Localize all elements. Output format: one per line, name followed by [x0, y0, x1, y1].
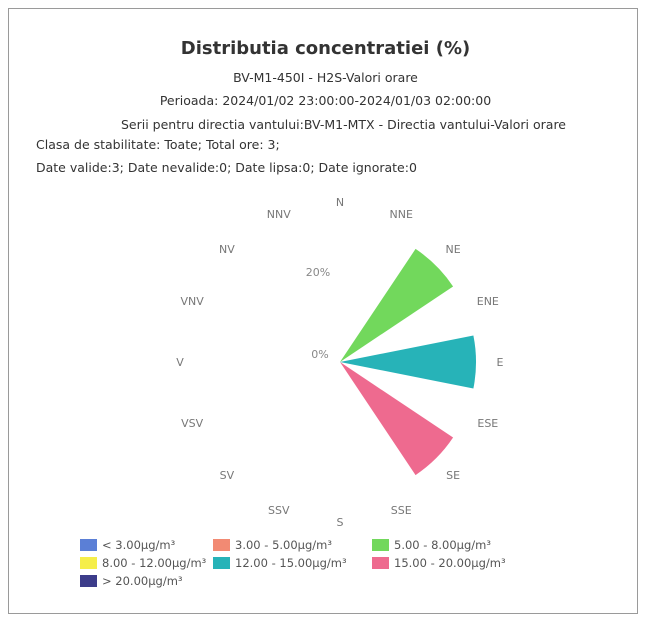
- direction-label-nne: NNE: [390, 208, 413, 221]
- legend-item: < 3.00µg/m³: [80, 538, 175, 552]
- chart-subtitle: BV-M1-450I - H2S-Valori orare: [233, 70, 418, 85]
- sector-ne: [340, 248, 454, 362]
- legend-label: 8.00 - 12.00µg/m³: [102, 556, 207, 570]
- legend-item: 5.00 - 8.00µg/m³: [372, 538, 491, 552]
- direction-label-ssv: SSV: [268, 504, 290, 517]
- direction-label-sv: SV: [220, 469, 235, 482]
- direction-label-ene: ENE: [477, 295, 499, 308]
- legend-swatch: [372, 557, 389, 569]
- legend-item: > 20.00µg/m³: [80, 574, 183, 588]
- legend-swatch: [80, 539, 97, 551]
- direction-label-ne: NE: [446, 243, 461, 256]
- legend-label: 3.00 - 5.00µg/m³: [235, 538, 332, 552]
- direction-label-nv: NV: [219, 243, 235, 256]
- legend-swatch: [80, 557, 97, 569]
- direction-label-e: E: [497, 356, 504, 369]
- legend-item: 8.00 - 12.00µg/m³: [80, 556, 206, 570]
- legend-item: 12.00 - 15.00µg/m³: [213, 556, 347, 570]
- legend-label: > 20.00µg/m³: [102, 574, 183, 588]
- ring-label-0: 0%: [311, 348, 328, 361]
- direction-label-se: SE: [446, 469, 460, 482]
- direction-label-sse: SSE: [391, 504, 412, 517]
- legend-item: 15.00 - 20.00µg/m³: [372, 556, 506, 570]
- period-line: Perioada: 2024/01/02 23:00:00-2024/01/03…: [159, 93, 492, 108]
- legend-label: 15.00 - 20.00µg/m³: [394, 556, 506, 570]
- direction-label-n: N: [336, 196, 344, 209]
- direction-label-nnv: NNV: [267, 208, 291, 221]
- legend-swatch: [372, 539, 389, 551]
- direction-label-ese: ESE: [477, 417, 498, 430]
- sector-e: [340, 335, 477, 389]
- legend-swatch: [80, 575, 97, 587]
- series-info-line: Serii pentru directia vantului:BV-M1-MTX…: [120, 117, 567, 132]
- legend-swatch: [213, 557, 230, 569]
- direction-label-v: V: [176, 356, 184, 369]
- legend-swatch: [213, 539, 230, 551]
- direction-label-vsv: VSV: [181, 417, 204, 430]
- direction-label-s: S: [337, 516, 344, 529]
- legend-label: < 3.00µg/m³: [102, 538, 176, 552]
- stability-line: Clasa de stabilitate: Toate; Total ore: …: [36, 137, 280, 152]
- legend-item: 3.00 - 5.00µg/m³: [213, 538, 332, 552]
- legend-label: 5.00 - 8.00µg/m³: [394, 538, 491, 552]
- legend-label: 12.00 - 15.00µg/m³: [235, 556, 347, 570]
- chart-frame: [8, 8, 638, 614]
- validity-line: Date valide:3; Date nevalide:0; Date lip…: [36, 160, 417, 175]
- ring-label-1: 20%: [306, 266, 330, 279]
- direction-label-vnv: VNV: [181, 295, 205, 308]
- chart-title: Distributia concentratiei (%): [180, 38, 471, 59]
- sector-se: [340, 362, 454, 476]
